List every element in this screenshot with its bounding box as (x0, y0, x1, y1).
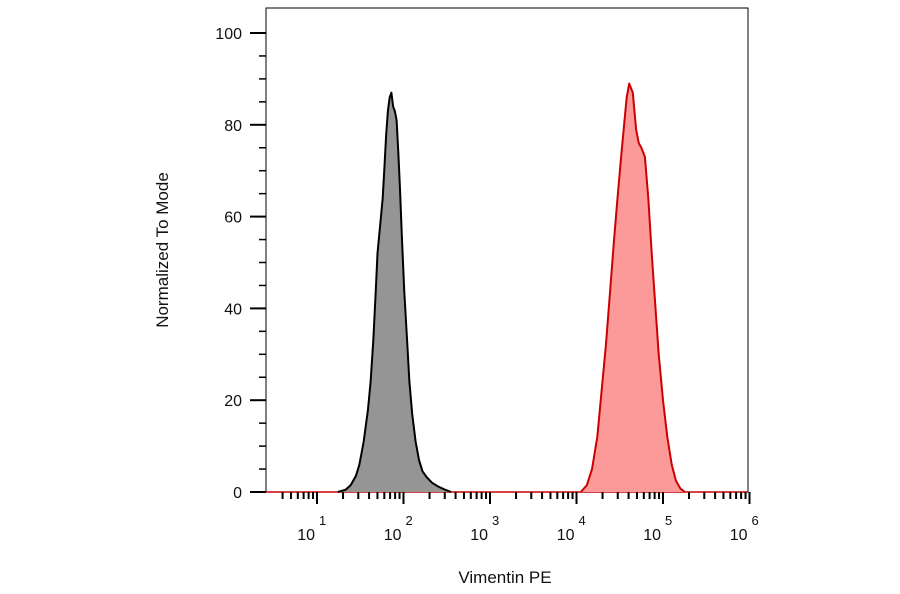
x-tick-exp-1: 1 (319, 513, 326, 528)
x-tick-base-4: 10 (557, 527, 575, 544)
x-tick-base-5: 10 (643, 527, 661, 544)
x-tick-base-3: 10 (470, 527, 488, 544)
x-tick-exp-3: 3 (492, 513, 499, 528)
plot-frame (265, 7, 749, 493)
y-tick-label-20: 20 (224, 393, 242, 410)
x-tick-base-2: 10 (384, 527, 402, 544)
y-tick-label-0: 0 (233, 485, 242, 502)
y-tick-label-60: 60 (224, 210, 242, 227)
x-tick-exp-6: 6 (752, 513, 759, 528)
histogram-fill-1 (337, 92, 452, 492)
x-axis-title: Vimentin PE (458, 568, 551, 587)
x-tick-exp-5: 5 (665, 513, 672, 528)
series-layer (266, 82, 748, 493)
histogram-fill-2 (580, 83, 685, 492)
x-tick-base-1: 10 (297, 527, 315, 544)
histogram-line-1 (337, 91, 452, 493)
y-axis-title: Normalized To Mode (153, 172, 172, 328)
y-tick-label-80: 80 (224, 118, 242, 135)
x-tick-exp-4: 4 (579, 513, 586, 528)
x-tick-exp-2: 2 (406, 513, 413, 528)
histogram-line-2 (580, 82, 686, 493)
y-tick-label-40: 40 (224, 301, 242, 318)
y-tick-label-100: 100 (215, 26, 242, 43)
x-tick-base-6: 10 (730, 527, 748, 544)
axis-layer: 0 20 40 60 80 100 10 1 10 2 10 3 10 4 10 5 10 6 (215, 26, 758, 544)
